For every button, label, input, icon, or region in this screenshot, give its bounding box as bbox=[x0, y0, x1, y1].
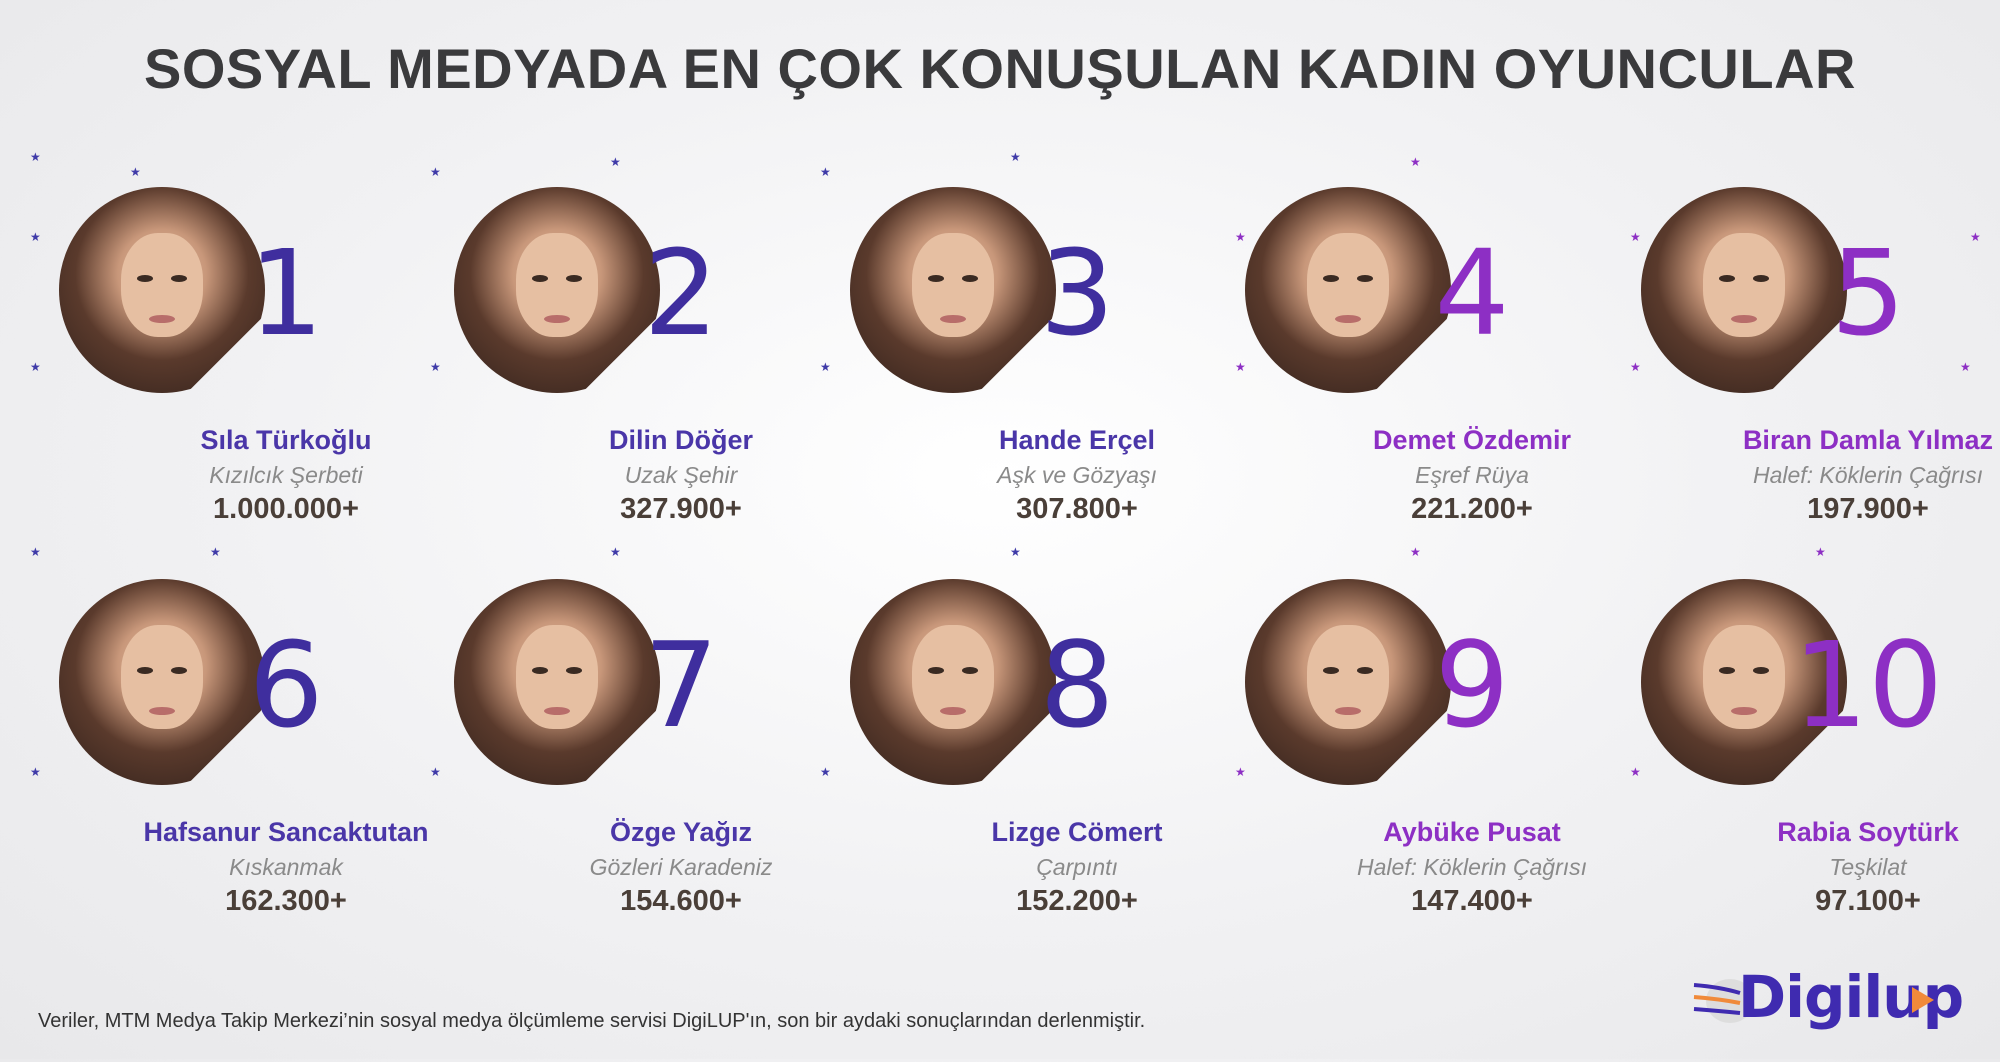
actress-name: Dilin Döğer bbox=[608, 425, 753, 455]
show-title: Aşk ve Gözyaşı bbox=[997, 462, 1157, 488]
logo-swoosh-icon bbox=[1693, 979, 1750, 1023]
actress-name: Hafsanur Sancaktutan bbox=[143, 817, 429, 847]
show-title: Kızılcık Şerbeti bbox=[209, 462, 363, 488]
star-icon: ★ bbox=[30, 150, 41, 164]
actress-card: 9 Aybüke Pusat Halef: Köklerin Çağrısı 147.… bbox=[1245, 579, 1743, 1062]
star-icon: ★ bbox=[1630, 360, 1641, 374]
star-icon: ★ bbox=[1010, 545, 1021, 559]
actress-name: Rabia Soytürk bbox=[1777, 817, 1959, 847]
star-icon: ★ bbox=[30, 545, 41, 559]
star-icon: ★ bbox=[130, 165, 141, 179]
star-icon: ★ bbox=[1235, 765, 1246, 779]
star-icon: ★ bbox=[610, 545, 621, 559]
digilup-logo: Digilup bbox=[1690, 963, 1964, 1035]
rank-number: 7 bbox=[643, 616, 719, 754]
star-icon: ★ bbox=[1235, 230, 1246, 244]
actress-name: Biran Damla Yılmaz bbox=[1742, 425, 1994, 455]
actress-name: Hande Erçel bbox=[998, 425, 1156, 455]
actress-photo bbox=[1245, 579, 1451, 785]
star-icon: ★ bbox=[820, 165, 831, 179]
mention-count: 162.300+ bbox=[225, 885, 347, 917]
star-icon: ★ bbox=[1960, 360, 1971, 374]
star-icon: ★ bbox=[430, 765, 441, 779]
show-title: Kıskanmak bbox=[229, 854, 343, 880]
page-title: SOSYAL MEDYADA EN ÇOK KONUŞULAN KADIN OY… bbox=[144, 37, 1856, 100]
actress-card: 1 Sıla Türkoğlu Kızılcık Şerbeti 1.000.000+ bbox=[59, 187, 557, 670]
rank-number: 2 bbox=[643, 224, 719, 362]
star-icon: ★ bbox=[1970, 230, 1981, 244]
star-icon: ★ bbox=[430, 360, 441, 374]
rank-number: 5 bbox=[1830, 224, 1906, 362]
actress-card: 8 Lizge Cömert Çarpıntı 152.200+ bbox=[850, 579, 1348, 1062]
rank-number: 9 bbox=[1434, 616, 1510, 754]
show-title: Çarpıntı bbox=[1036, 854, 1118, 880]
mention-count: 152.200+ bbox=[1016, 885, 1138, 917]
rank-number: 10 bbox=[1792, 616, 1944, 754]
actress-card: 7 Özge Yağız Gözleri Karadeniz 154.600+ bbox=[454, 579, 952, 1062]
actress-card: 5 Biran Damla Yılmaz Halef: Köklerin Çağrı… bbox=[1641, 187, 2000, 670]
star-icon: ★ bbox=[1630, 230, 1641, 244]
rank-number: 6 bbox=[248, 616, 324, 754]
rank-number: 8 bbox=[1039, 616, 1115, 754]
show-title: Eşref Rüya bbox=[1415, 462, 1529, 488]
mention-count: 1.000.000+ bbox=[213, 493, 359, 525]
mention-count: 197.900+ bbox=[1807, 493, 1929, 525]
actress-card: 10 Rabia Soytürk Teşkilat 97.100+ bbox=[1641, 579, 2000, 1062]
source-note: Veriler, MTM Medya Takip Merkezi’nin sos… bbox=[38, 1010, 1146, 1032]
actress-photo bbox=[59, 187, 265, 393]
mention-count: 147.400+ bbox=[1411, 885, 1533, 917]
star-icon: ★ bbox=[1010, 150, 1021, 164]
star-icon: ★ bbox=[1815, 545, 1826, 559]
star-icon: ★ bbox=[30, 360, 41, 374]
star-icon: ★ bbox=[1235, 360, 1246, 374]
actress-name: Özge Yağız bbox=[609, 817, 753, 847]
show-title: Gözleri Karadeniz bbox=[589, 854, 773, 880]
actress-card: 6 Hafsanur Sancaktutan Kıskanmak 162.300+ bbox=[59, 579, 557, 1062]
actress-photo bbox=[850, 579, 1056, 785]
star-icon: ★ bbox=[30, 230, 41, 244]
star-icon: ★ bbox=[1630, 765, 1641, 779]
rank-number: 3 bbox=[1039, 224, 1115, 362]
mention-count: 307.800+ bbox=[1016, 493, 1138, 525]
star-icon: ★ bbox=[610, 155, 621, 169]
actress-name: Aybüke Pusat bbox=[1383, 817, 1561, 847]
star-icon: ★ bbox=[1410, 545, 1421, 559]
rank-number: 4 bbox=[1434, 224, 1510, 362]
actress-card: 2 Dilin Döğer Uzak Şehir 327.900+ bbox=[454, 187, 952, 670]
actress-card: 4 Demet Özdemir Eşref Rüya 221.200+ bbox=[1245, 187, 1743, 670]
actress-name: Demet Özdemir bbox=[1372, 425, 1572, 455]
actress-card: 3 Hande Erçel Aşk ve Gözyaşı 307.800+ bbox=[850, 187, 1348, 670]
star-icon: ★ bbox=[820, 765, 831, 779]
show-title: Halef: Köklerin Çağrısı bbox=[1356, 854, 1588, 880]
mention-count: 327.900+ bbox=[620, 493, 742, 525]
mention-count: 97.100+ bbox=[1815, 885, 1921, 917]
actress-name: Lizge Cömert bbox=[991, 817, 1163, 847]
show-title: Teşkilat bbox=[1829, 854, 1907, 880]
rank-number: 1 bbox=[248, 224, 324, 362]
show-title: Uzak Şehir bbox=[624, 462, 738, 488]
star-icon: ★ bbox=[1410, 155, 1421, 169]
star-icon: ★ bbox=[30, 765, 41, 779]
actress-name: Sıla Türkoğlu bbox=[200, 425, 372, 455]
mention-count: 154.600+ bbox=[620, 885, 742, 917]
show-title: Halef: Köklerin Çağrısı bbox=[1752, 462, 1984, 488]
mention-count: 221.200+ bbox=[1411, 493, 1533, 525]
star-icon: ★ bbox=[430, 165, 441, 179]
play-icon bbox=[1912, 987, 1934, 1013]
star-icon: ★ bbox=[820, 360, 831, 374]
star-icon: ★ bbox=[210, 545, 221, 559]
